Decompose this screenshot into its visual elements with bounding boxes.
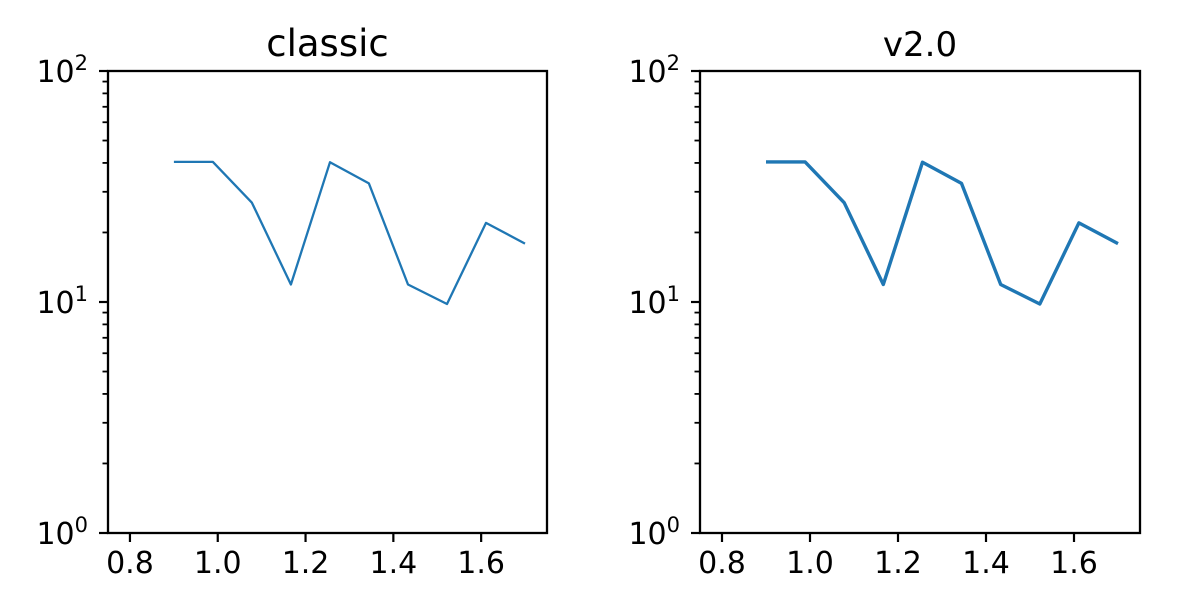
x-tick-label: 1.6 [457, 546, 505, 581]
x-tick-label: 0.8 [106, 546, 154, 581]
data-line [173, 160, 526, 306]
x-tick-label: 1.2 [282, 546, 330, 581]
x-tick-label: 1.2 [874, 546, 922, 581]
y-tick-label: 100 [36, 513, 88, 552]
y-tick-label: 100 [628, 513, 680, 552]
y-tick-exponent: 0 [667, 513, 680, 537]
data-line [766, 160, 1119, 306]
y-tick-exponent: 1 [667, 282, 680, 306]
x-tick-label: 1.6 [1050, 546, 1098, 581]
y-tick-label: 102 [36, 51, 88, 90]
subplot-classic-title: classic [266, 22, 388, 65]
y-tick-exponent: 0 [75, 513, 88, 537]
x-tick-label: 1.0 [194, 546, 242, 581]
x-tick-label: 1.4 [369, 546, 417, 581]
x-tick-label: 1.4 [962, 546, 1010, 581]
y-tick-exponent: 2 [667, 51, 680, 75]
y-tick-label: 101 [628, 282, 680, 321]
axes-box [106, 69, 549, 535]
y-tick-exponent: 1 [75, 282, 88, 306]
y-tick-exponent: 2 [75, 51, 88, 75]
x-tick-label: 1.0 [786, 546, 834, 581]
x-tick-label: 0.8 [698, 546, 746, 581]
subplot-v2-title: v2.0 [883, 25, 957, 65]
axes-box [698, 69, 1142, 535]
y-tick-label: 102 [628, 51, 680, 90]
y-tick-label: 101 [36, 282, 88, 321]
